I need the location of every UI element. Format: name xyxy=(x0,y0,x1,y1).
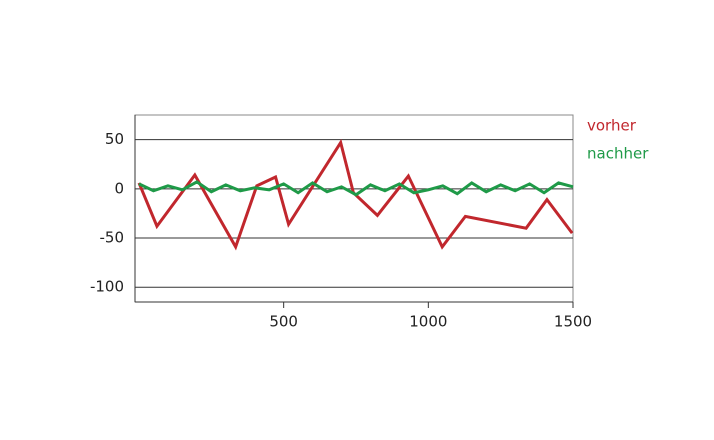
y-tick-label: -100 xyxy=(90,278,124,296)
legend-label: vorher xyxy=(587,117,637,135)
legend-label: nachher xyxy=(587,145,649,163)
x-tick-label: 1000 xyxy=(409,313,447,331)
plot-frame xyxy=(134,114,574,303)
y-tick-label: -50 xyxy=(100,229,125,247)
x-tick-label: 500 xyxy=(269,313,298,331)
y-tick-label: 0 xyxy=(114,179,124,197)
series-line xyxy=(138,180,574,197)
y-tick-label: 50 xyxy=(105,130,124,148)
series-line xyxy=(137,138,574,251)
x-tick-label: 1500 xyxy=(554,313,592,331)
